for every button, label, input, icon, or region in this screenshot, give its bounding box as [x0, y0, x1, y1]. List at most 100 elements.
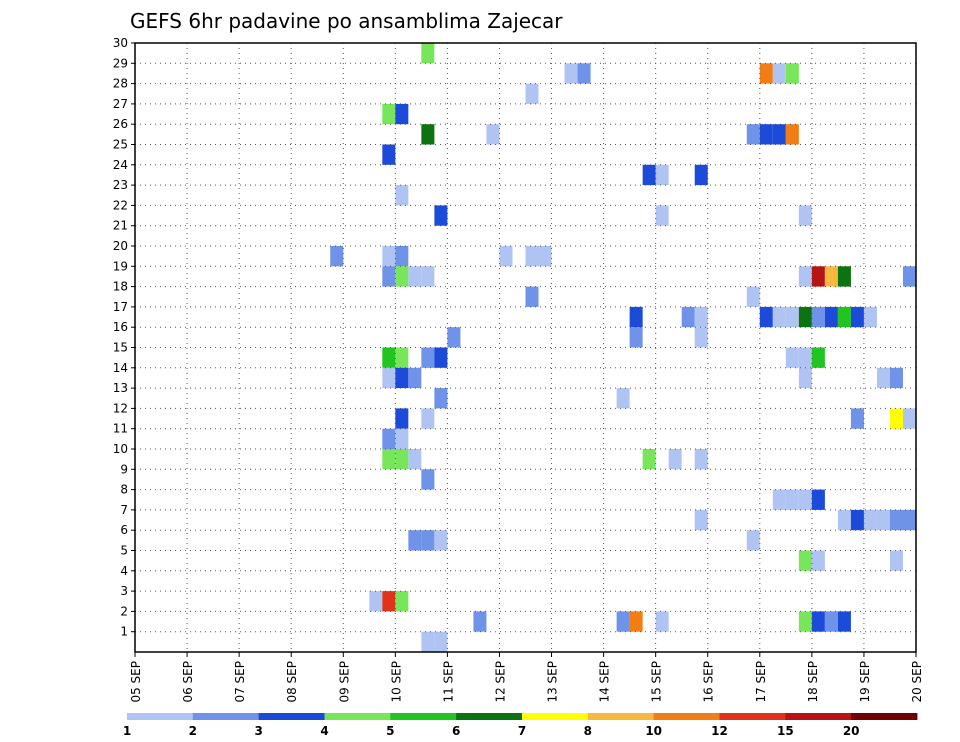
x-tick-label: 14 SEP [598, 661, 612, 703]
colorbar-swatch [456, 713, 523, 720]
y-tick-label: 6 [120, 523, 128, 537]
colorbar-swatch [390, 713, 457, 720]
grid-layer [135, 43, 916, 652]
precip-cell [798, 367, 812, 389]
x-tick-label: 12 SEP [493, 661, 507, 703]
precip-cell [668, 449, 682, 470]
colorbar-swatch [851, 713, 918, 720]
precip-cell [772, 63, 786, 84]
y-tick-label: 26 [113, 117, 128, 131]
precip-cell [447, 327, 461, 348]
precip-cell [395, 266, 409, 287]
colorbar-label: 8 [584, 724, 592, 738]
y-tick-label: 7 [120, 503, 128, 517]
colorbar-label: 5 [386, 724, 394, 738]
y-tick-label: 1 [120, 625, 128, 639]
x-tick-label: 19 SEP [858, 661, 872, 703]
precip-cell [629, 327, 643, 348]
precip-cell [837, 509, 851, 531]
precip-cell [850, 509, 864, 531]
precip-cell [694, 306, 708, 328]
precip-cell [421, 530, 435, 551]
precip-cell [395, 103, 409, 125]
precip-cell [759, 124, 773, 145]
precip-cell [798, 489, 812, 510]
y-tick-label: 17 [113, 300, 128, 314]
colorbar-label: 20 [843, 724, 860, 738]
precip-cell [434, 205, 448, 226]
x-tick-label: 15 SEP [650, 661, 664, 703]
precip-cell [382, 144, 396, 165]
precip-cell [564, 63, 578, 84]
y-tick-label: 5 [120, 544, 128, 558]
precip-cell [382, 367, 396, 389]
colorbar-swatch [719, 713, 786, 720]
precip-cell [382, 428, 396, 449]
x-tick-label: 09 SEP [337, 661, 351, 703]
precip-cell [798, 306, 812, 328]
y-tick-label: 15 [113, 341, 128, 355]
precip-cell [330, 246, 344, 267]
precip-cell [382, 103, 396, 125]
y-tick-label: 14 [113, 361, 128, 375]
precip-cell [421, 631, 435, 652]
colorbar-swatch [785, 713, 852, 720]
precip-cell [395, 185, 409, 206]
precip-cell [863, 509, 877, 531]
precip-cell [772, 489, 786, 510]
precip-cell [746, 124, 760, 145]
precip-cell [655, 205, 669, 226]
precip-cell [811, 266, 825, 287]
colorbar-label: 4 [320, 724, 328, 738]
precip-cell [382, 591, 396, 612]
precip-cell [421, 43, 435, 64]
precip-cell [811, 306, 825, 328]
y-tick-label: 22 [113, 198, 128, 212]
precip-cell [798, 550, 812, 571]
precip-cell [837, 611, 851, 632]
y-tick-label: 11 [113, 422, 128, 436]
precip-cell [824, 266, 838, 287]
precip-cell [811, 611, 825, 632]
precip-cell [525, 286, 539, 307]
precip-cell [694, 164, 708, 186]
precip-cell [408, 449, 422, 470]
precip-cell [473, 611, 487, 632]
precip-cell [408, 367, 422, 389]
precip-cell [889, 509, 903, 531]
precip-cell [499, 246, 513, 267]
precip-cell [785, 124, 799, 145]
precip-cell [759, 306, 773, 328]
precip-cell [798, 611, 812, 632]
y-tick-label: 16 [113, 320, 128, 334]
precip-cell [434, 631, 448, 652]
y-tick-label: 9 [120, 462, 128, 476]
x-tick-label: 11 SEP [441, 661, 455, 703]
precip-cell [785, 347, 799, 368]
precip-cell [369, 591, 383, 612]
precip-cell [382, 449, 396, 470]
precip-cell [408, 530, 422, 551]
precip-cell [434, 388, 448, 409]
y-tick-label: 12 [113, 401, 128, 415]
precip-cell [655, 164, 669, 186]
precip-cell [837, 266, 851, 287]
precip-cell [434, 530, 448, 551]
precip-cell [395, 367, 409, 389]
precip-cell [850, 306, 864, 328]
precip-cell [642, 164, 656, 186]
colorbar-swatch [653, 713, 720, 720]
precip-cell [746, 286, 760, 307]
precip-cell [798, 266, 812, 287]
precip-cell [785, 63, 799, 84]
precip-cell [395, 591, 409, 612]
y-tick-label: 13 [113, 381, 128, 395]
precip-cell [681, 306, 695, 328]
y-tick-label: 8 [120, 483, 128, 497]
precip-cell [486, 124, 500, 145]
precip-cell [616, 388, 630, 409]
colorbar-label: 10 [645, 724, 662, 738]
x-tick-label: 05 SEP [129, 661, 143, 703]
precip-cell [525, 83, 539, 104]
